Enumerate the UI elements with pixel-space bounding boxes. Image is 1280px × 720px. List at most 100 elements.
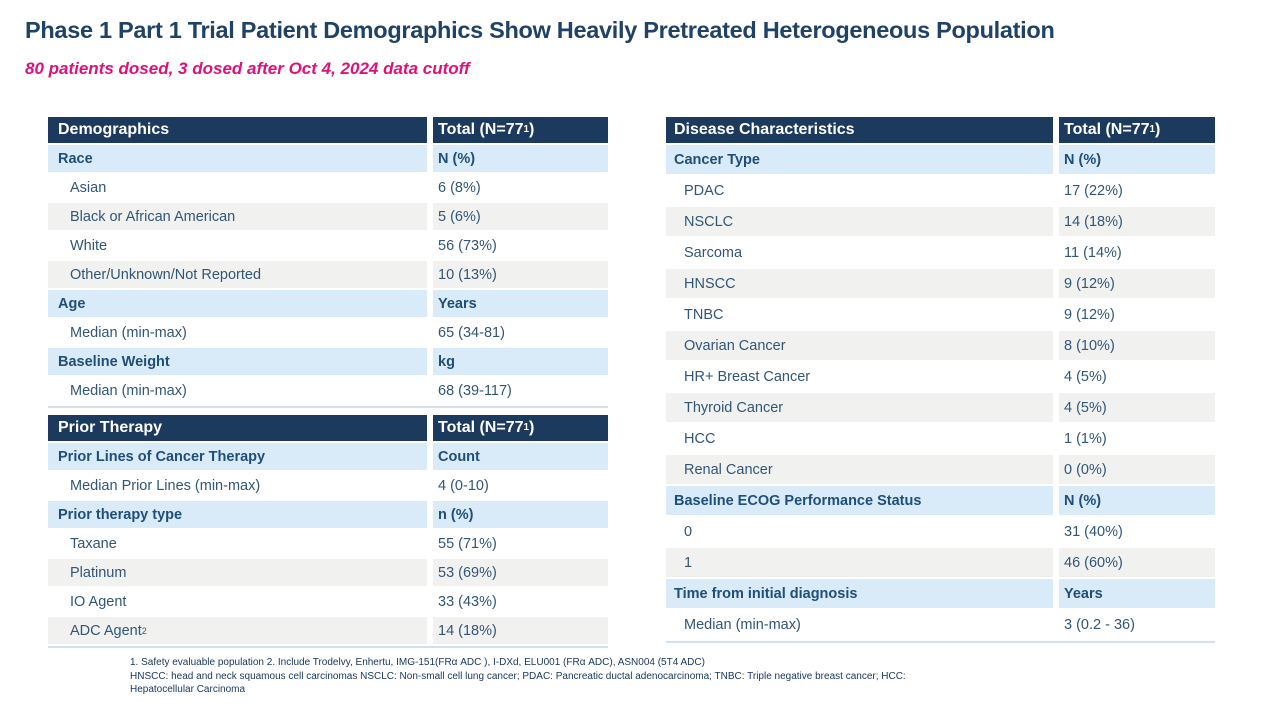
table-subheader-row: Race N (%): [48, 145, 608, 174]
table-row: HNSCC 9 (12%): [666, 269, 1215, 300]
row-value: N (%): [1059, 486, 1215, 515]
slide-subtitle: 80 patients dosed, 3 dosed after Oct 4, …: [25, 59, 470, 78]
table-row: Black or African American 5 (6%): [48, 203, 608, 232]
row-label: 0: [666, 517, 1053, 546]
table-row: Sarcoma 11 (14%): [666, 238, 1215, 269]
row-label: 1: [666, 548, 1053, 577]
row-value: 9 (12%): [1059, 269, 1215, 298]
row-value: 14 (18%): [1059, 207, 1215, 236]
table-row: ADC Agent 2 14 (18%): [48, 617, 608, 646]
table-row: White 56 (73%): [48, 232, 608, 261]
table-row: Median (min-max) 3 (0.2 - 36): [666, 610, 1215, 641]
table-row: 0 31 (40%): [666, 517, 1215, 548]
row-value: 1 (1%): [1059, 424, 1215, 453]
slide-title: Phase 1 Part 1 Trial Patient Demographic…: [25, 17, 1055, 43]
table-row: NSCLC 14 (18%): [666, 207, 1215, 238]
row-label: IO Agent: [48, 588, 427, 615]
row-value: 33 (43%): [433, 588, 608, 615]
table-subheader-row: Cancer Type N (%): [666, 145, 1215, 176]
row-label: Cancer Type: [666, 145, 1053, 174]
row-value: 14 (18%): [433, 617, 608, 644]
footnotes: 1. Safety evaluable population 2. Includ…: [130, 656, 1200, 697]
row-value: 6 (8%): [433, 174, 608, 201]
row-label: Age: [48, 290, 427, 317]
table-row: Other/Unknown/Not Reported 10 (13%): [48, 261, 608, 290]
table-header-row: Demographics Total (N=77 1): [48, 117, 608, 145]
table-header-value: Total (N=77 1): [433, 415, 608, 441]
table-header-row: Prior Therapy Total (N=77 1): [48, 415, 608, 443]
table-header-label: Demographics: [48, 117, 427, 143]
row-label: Median (min-max): [666, 610, 1053, 639]
table-header-value: Total (N=77 1): [433, 117, 608, 143]
footnote-line: 1. Safety evaluable population 2. Includ…: [130, 657, 705, 668]
table-row: HCC 1 (1%): [666, 424, 1215, 455]
row-value: Years: [1059, 579, 1215, 608]
row-label: ADC Agent 2: [48, 617, 427, 644]
table-subheader-row: Age Years: [48, 290, 608, 319]
table-header-row: Disease Characteristics Total (N=77 1): [666, 117, 1215, 145]
row-label: PDAC: [666, 176, 1053, 205]
row-label: TNBC: [666, 300, 1053, 329]
table-row: Median Prior Lines (min-max) 4 (0-10): [48, 472, 608, 501]
table-row: Median (min-max) 65 (34-81): [48, 319, 608, 348]
row-label: Sarcoma: [666, 238, 1053, 267]
table-subheader-row: Baseline ECOG Performance Status N (%): [666, 486, 1215, 517]
row-value: n (%): [433, 501, 608, 528]
row-value: 46 (60%): [1059, 548, 1215, 577]
row-label: Median Prior Lines (min-max): [48, 472, 427, 499]
table-row: Median (min-max) 68 (39-117): [48, 377, 608, 406]
row-value: 31 (40%): [1059, 517, 1215, 546]
row-label: Thyroid Cancer: [666, 393, 1053, 422]
table-row: Ovarian Cancer 8 (10%): [666, 331, 1215, 362]
table-row: 1 46 (60%): [666, 548, 1215, 579]
row-value: N (%): [433, 145, 608, 172]
row-value: 5 (6%): [433, 203, 608, 230]
row-label: Prior Lines of Cancer Therapy: [48, 443, 427, 470]
row-value: 53 (69%): [433, 559, 608, 586]
row-value: 9 (12%): [1059, 300, 1215, 329]
table-subheader-row: Time from initial diagnosis Years: [666, 579, 1215, 610]
row-value: 3 (0.2 - 36): [1059, 610, 1215, 639]
row-value: 68 (39-117): [433, 377, 608, 404]
table-header-label: Disease Characteristics: [666, 117, 1053, 143]
table-row: Taxane 55 (71%): [48, 530, 608, 559]
table-row: TNBC 9 (12%): [666, 300, 1215, 331]
disease-characteristics-table: Disease Characteristics Total (N=77 1) Canc…: [666, 117, 1215, 643]
table-row: IO Agent 33 (43%): [48, 588, 608, 617]
row-value: kg: [433, 348, 608, 375]
row-label: Time from initial diagnosis: [666, 579, 1053, 608]
demographics-table: Demographics Total (N=77 1) Race N (%) Asian 6…: [48, 117, 608, 408]
row-label: Black or African American: [48, 203, 427, 230]
row-label: White: [48, 232, 427, 259]
row-value: Count: [433, 443, 608, 470]
row-value: 4 (5%): [1059, 393, 1215, 422]
table-header-value: Total (N=77 1): [1059, 117, 1215, 143]
row-label: Asian: [48, 174, 427, 201]
row-label: Median (min-max): [48, 377, 427, 404]
row-value: 10 (13%): [433, 261, 608, 288]
table-subheader-row: Prior therapy type n (%): [48, 501, 608, 530]
row-label: Race: [48, 145, 427, 172]
row-label: NSCLC: [666, 207, 1053, 236]
row-label: Prior therapy type: [48, 501, 427, 528]
row-label: Other/Unknown/Not Reported: [48, 261, 427, 288]
row-value: 65 (34-81): [433, 319, 608, 346]
table-row: PDAC 17 (22%): [666, 176, 1215, 207]
row-label: HCC: [666, 424, 1053, 453]
table-row: Renal Cancer 0 (0%): [666, 455, 1215, 486]
row-label: Platinum: [48, 559, 427, 586]
row-value: Years: [433, 290, 608, 317]
row-value: 4 (5%): [1059, 362, 1215, 391]
row-label: Taxane: [48, 530, 427, 557]
table-row: Thyroid Cancer 4 (5%): [666, 393, 1215, 424]
row-value: 4 (0-10): [433, 472, 608, 499]
table-row: Asian 6 (8%): [48, 174, 608, 203]
row-value: 56 (73%): [433, 232, 608, 259]
table-header-label: Prior Therapy: [48, 415, 427, 441]
row-value: 0 (0%): [1059, 455, 1215, 484]
prior-therapy-table: Prior Therapy Total (N=77 1) Prior Lines of…: [48, 415, 608, 648]
row-label: Baseline Weight: [48, 348, 427, 375]
footnote-line: HNSCC: head and neck squamous cell carci…: [130, 670, 906, 682]
row-value: 17 (22%): [1059, 176, 1215, 205]
